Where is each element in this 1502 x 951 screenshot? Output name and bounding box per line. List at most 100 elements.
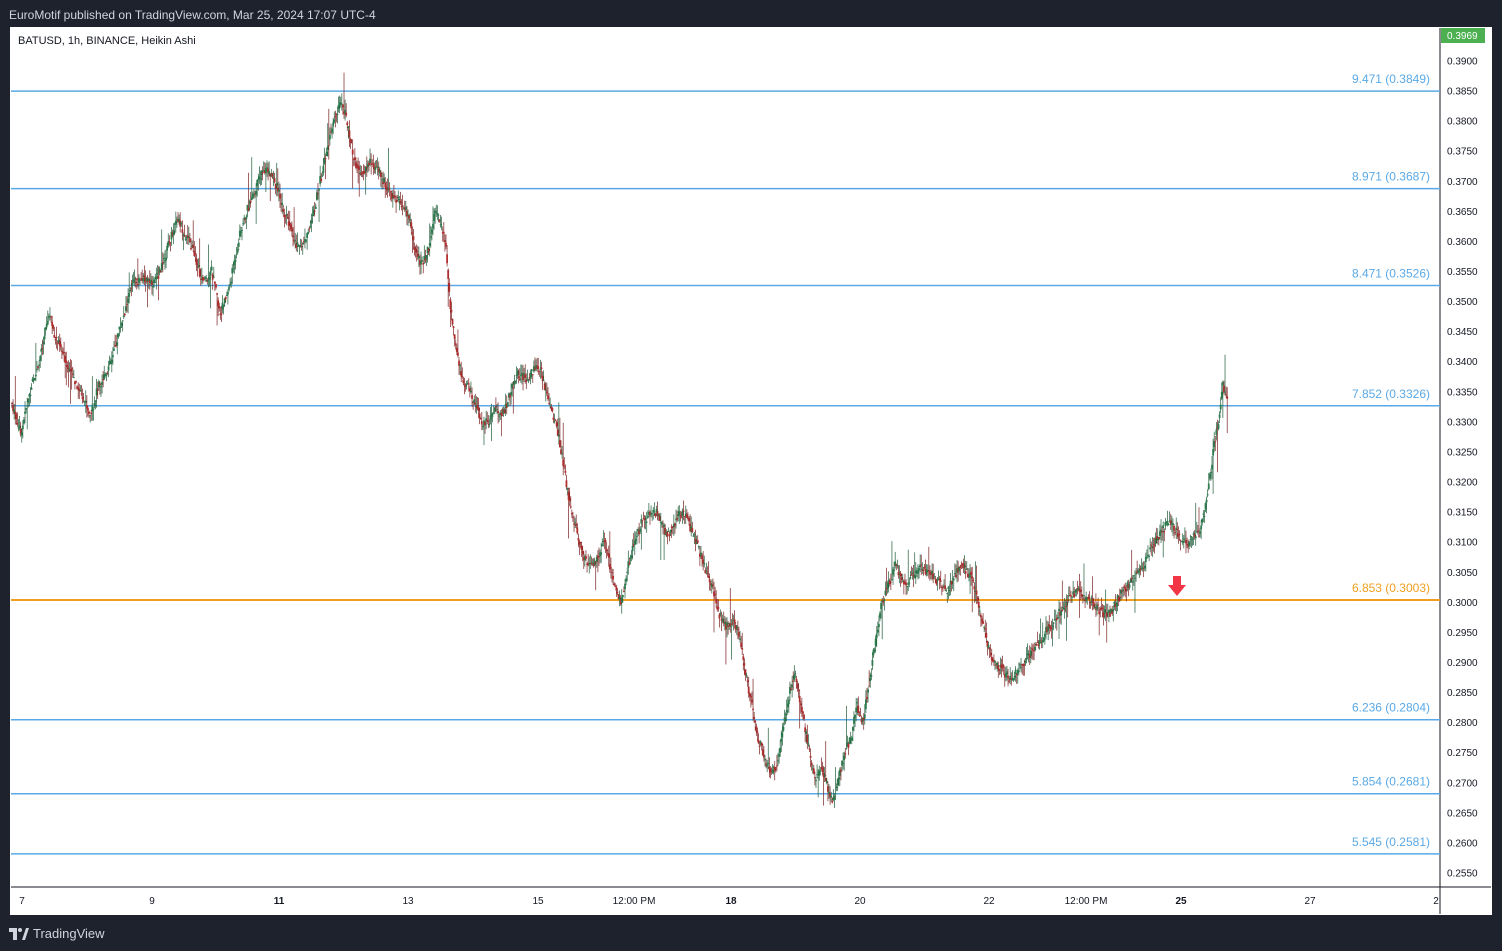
candle-body <box>120 323 123 327</box>
candle-body <box>36 368 38 370</box>
candle-body <box>1200 525 1203 530</box>
candle-body <box>717 606 720 610</box>
candle-body <box>243 217 246 219</box>
candle-body <box>1028 653 1031 658</box>
candle-body <box>121 320 124 322</box>
candle-body <box>1105 612 1108 617</box>
publisher-text: EuroMotif published on TradingView.com, … <box>9 8 376 22</box>
candle-body <box>259 178 262 180</box>
candle-body <box>41 348 44 350</box>
candle-body <box>101 382 103 385</box>
candle-body <box>67 367 70 369</box>
candle-body <box>126 304 128 306</box>
candle-body <box>350 139 353 141</box>
candle-body <box>665 531 668 536</box>
level-label: 6.853 (0.3003) <box>1352 581 1430 595</box>
candle-body <box>721 618 724 622</box>
candle-body <box>486 419 489 422</box>
candle-body <box>944 585 946 590</box>
candle-body <box>1058 608 1060 611</box>
candle-body <box>914 570 917 574</box>
candle-body <box>266 167 268 169</box>
candle-body <box>313 210 316 212</box>
candle-body <box>820 766 823 768</box>
candle-body <box>1099 609 1102 611</box>
candle-body <box>688 518 690 522</box>
candle-body <box>385 186 388 190</box>
candle-body <box>249 200 252 203</box>
candle-body <box>119 326 122 328</box>
candle-body <box>531 374 534 376</box>
candle-body <box>256 179 259 187</box>
candle-body <box>936 578 939 581</box>
candle-body <box>326 146 329 151</box>
candle-body <box>785 710 788 713</box>
candle-body <box>278 190 280 192</box>
candle-body <box>666 531 669 537</box>
candle-body <box>410 222 413 229</box>
candle-body <box>107 366 110 371</box>
candle-body <box>330 131 332 133</box>
candle-body <box>267 168 269 173</box>
candle-body <box>432 223 434 229</box>
candle-body <box>973 586 976 590</box>
candle-body <box>723 621 726 624</box>
candle-body <box>1021 664 1024 666</box>
candle-body <box>572 517 574 519</box>
candle-body <box>755 726 758 732</box>
candle-body <box>975 590 978 595</box>
candle-body <box>260 171 263 176</box>
chart-frame[interactable] <box>10 27 1492 915</box>
candle-body <box>729 623 732 627</box>
candle-body <box>733 619 736 624</box>
candle-body <box>94 400 97 402</box>
candle-body <box>620 597 623 604</box>
candle-body <box>395 200 397 203</box>
candle-body <box>499 414 502 416</box>
candle-body <box>407 214 409 216</box>
candle-body <box>655 509 658 513</box>
candle-body <box>144 277 147 282</box>
candle-body <box>78 388 81 391</box>
candle-body <box>263 170 266 173</box>
candle-body <box>657 514 660 516</box>
price-tick-label: 0.3850 <box>1447 87 1478 98</box>
candle-body <box>477 407 480 411</box>
candle-body <box>716 606 719 610</box>
candle-body <box>1132 575 1135 577</box>
candle-body <box>149 279 152 284</box>
candle-body <box>1101 607 1104 610</box>
candle-body <box>892 569 894 575</box>
candle-body <box>425 255 428 260</box>
candle-body <box>292 235 294 238</box>
candle-body <box>397 196 400 199</box>
candle-body <box>891 579 893 581</box>
level-label: 7.852 (0.3326) <box>1352 387 1430 401</box>
candle-body <box>1225 393 1228 395</box>
candle-body <box>420 261 422 265</box>
candle-body <box>26 405 29 407</box>
candle-body <box>219 313 222 316</box>
candle-body <box>668 534 671 537</box>
candle-body <box>1053 619 1056 621</box>
candle-body <box>299 246 302 248</box>
candle-body <box>861 717 864 721</box>
candle-body <box>391 197 394 199</box>
candle-body <box>1218 414 1221 418</box>
candle-body <box>692 535 695 537</box>
candle-body <box>593 560 596 565</box>
price-tick-label: 0.3300 <box>1447 417 1478 428</box>
candle-body <box>355 162 357 168</box>
candle-body <box>1131 581 1134 583</box>
candle-body <box>1179 539 1182 541</box>
candle-body <box>1015 674 1018 676</box>
candle-body <box>21 425 24 430</box>
candle-body <box>435 210 438 213</box>
candle-body <box>1108 609 1110 613</box>
candle-body <box>927 570 930 572</box>
candle-body <box>37 366 39 368</box>
candle-body <box>383 178 386 183</box>
candle-body <box>80 393 83 395</box>
candle-body <box>523 373 526 378</box>
